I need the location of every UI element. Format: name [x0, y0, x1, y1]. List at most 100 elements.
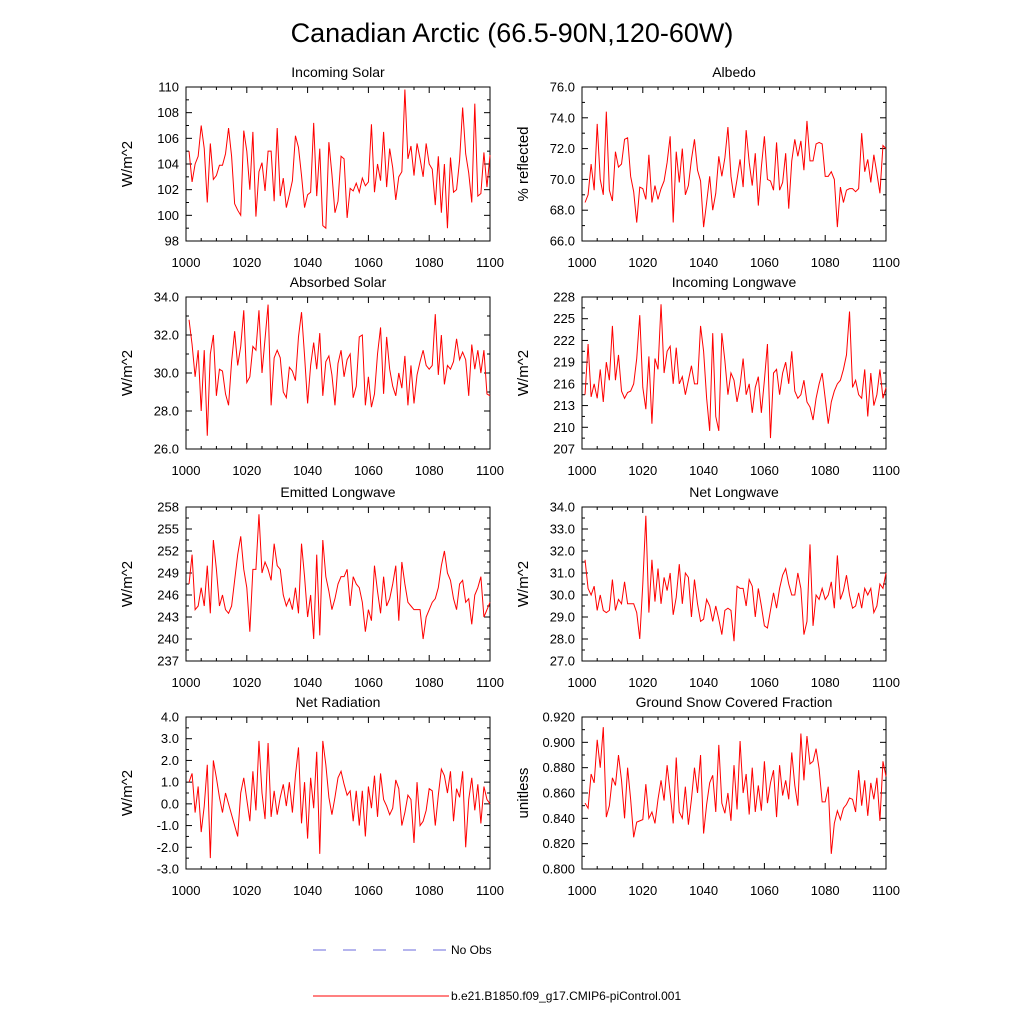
series-line-model — [188, 304, 491, 436]
x-tick-label: 1100 — [476, 463, 504, 478]
panel-title: Albedo — [712, 64, 756, 80]
x-tick-label: 1080 — [415, 255, 444, 270]
plot-frame — [581, 296, 887, 450]
x-tick-label: 1100 — [872, 675, 900, 690]
x-tick-label: 1080 — [811, 883, 840, 898]
x-tick-label: 1040 — [689, 255, 718, 270]
y-tick-label: 237 — [157, 654, 179, 669]
y-tick-label: 216 — [553, 376, 575, 391]
x-tick-label: 1100 — [476, 675, 504, 690]
y-tick-label: 3.0 — [161, 731, 179, 746]
series-line-model — [584, 304, 887, 439]
y-tick-label: 228 — [553, 290, 575, 305]
y-tick-label: 28.0 — [154, 404, 179, 419]
x-tick-label: 1040 — [293, 883, 322, 898]
x-tick-label: 1040 — [293, 463, 322, 478]
y-tick-label: 33.0 — [550, 522, 575, 537]
y-tick-label: 34.0 — [154, 290, 179, 305]
y-tick-label: 0.920 — [542, 710, 575, 725]
y-tick-label: 32.0 — [154, 328, 179, 343]
series-line-model — [584, 111, 887, 228]
x-tick-label: 1000 — [172, 883, 201, 898]
y-tick-label: 207 — [553, 442, 575, 457]
panel-title: Net Radiation — [296, 694, 381, 710]
y-tick-label: 219 — [553, 355, 575, 370]
y-tick-label: 70.0 — [550, 172, 575, 187]
y-axis-label: W/m^2 — [515, 561, 532, 607]
x-tick-label: 1020 — [232, 675, 261, 690]
x-tick-label: 1020 — [232, 255, 261, 270]
plot-frame — [581, 86, 887, 242]
y-tick-label: 31.0 — [550, 566, 575, 581]
y-tick-label: 76.0 — [550, 80, 575, 95]
y-tick-label: 0.900 — [542, 735, 575, 750]
y-axis-label: W/m^2 — [119, 770, 136, 816]
panel-title: Ground Snow Covered Fraction — [636, 694, 833, 710]
series-line-model — [584, 727, 887, 854]
x-tick-label: 1040 — [689, 883, 718, 898]
x-tick-label: 1080 — [415, 463, 444, 478]
y-tick-label: 106 — [157, 131, 179, 146]
y-tick-label: 26.0 — [154, 442, 179, 457]
y-tick-label: -3.0 — [157, 862, 179, 877]
x-tick-label: 1080 — [811, 255, 840, 270]
x-tick-label: 1060 — [750, 883, 779, 898]
y-tick-label: 240 — [157, 632, 179, 647]
series-line-model — [584, 515, 887, 642]
panel-title: Absorbed Solar — [290, 274, 387, 290]
y-tick-label: 213 — [553, 398, 575, 413]
panel-7: Net Radiation W/m^2 1000 1020 1040 1060 1080 11… — [119, 694, 504, 898]
y-tick-label: 0.820 — [542, 836, 575, 851]
panel-title: Emitted Longwave — [280, 484, 395, 500]
y-tick-label: 1.0 — [161, 775, 179, 790]
panel-1: Incoming Solar W/m^2 1000 1020 1040 1060 1080 1… — [119, 64, 504, 270]
x-tick-label: 1020 — [628, 675, 657, 690]
y-tick-label: 74.0 — [550, 110, 575, 125]
x-tick-label: 1000 — [172, 463, 201, 478]
x-tick-label: 1060 — [354, 883, 383, 898]
y-tick-label: 30.0 — [154, 366, 179, 381]
y-tick-label: 102 — [157, 182, 179, 197]
y-tick-label: 32.0 — [550, 544, 575, 559]
panel-2: Albedo % reflected 1000 1020 1040 1060 1080 110… — [515, 64, 900, 270]
y-tick-label: 0.840 — [542, 811, 575, 826]
panel-8: Ground Snow Covered Fraction unitless 1000… — [515, 694, 900, 898]
y-tick-label: 243 — [157, 610, 179, 625]
panel-title: Incoming Solar — [291, 64, 385, 80]
x-tick-label: 1080 — [811, 675, 840, 690]
x-tick-label: 1080 — [811, 463, 840, 478]
y-tick-label: -2.0 — [157, 840, 179, 855]
y-axis-label: % reflected — [515, 126, 532, 201]
legend-model-label: b.e21.B1850.f09_g17.CMIP6-piControl.001 — [451, 989, 681, 1003]
y-tick-label: 0.800 — [542, 862, 575, 877]
x-tick-label: 1080 — [415, 675, 444, 690]
y-tick-label: 249 — [157, 566, 179, 581]
x-tick-label: 1060 — [354, 675, 383, 690]
y-tick-label: 0.860 — [542, 786, 575, 801]
y-tick-label: 222 — [553, 333, 575, 348]
x-tick-label: 1000 — [568, 255, 597, 270]
panels-group: Incoming Solar W/m^2 1000 1020 1040 1060 1080 1… — [119, 64, 900, 898]
y-tick-label: 34.0 — [550, 500, 575, 515]
x-tick-label: 1100 — [476, 255, 504, 270]
series-line-model — [188, 514, 491, 640]
x-tick-label: 1060 — [354, 255, 383, 270]
y-tick-label: 68.0 — [550, 203, 575, 218]
plot-frame — [581, 716, 887, 870]
x-tick-label: 1000 — [172, 675, 201, 690]
x-tick-label: 1020 — [628, 255, 657, 270]
y-tick-label: 104 — [157, 157, 179, 172]
y-tick-label: 72.0 — [550, 141, 575, 156]
x-tick-label: 1020 — [232, 463, 261, 478]
y-tick-label: 258 — [157, 500, 179, 515]
x-tick-label: 1100 — [872, 883, 900, 898]
y-tick-label: -1.0 — [157, 818, 179, 833]
y-axis-label: W/m^2 — [119, 561, 136, 607]
x-tick-label: 1060 — [750, 255, 779, 270]
y-tick-label: 66.0 — [550, 234, 575, 249]
x-tick-label: 1000 — [172, 255, 201, 270]
x-tick-label: 1020 — [232, 883, 261, 898]
y-tick-label: 27.0 — [550, 654, 575, 669]
x-tick-label: 1100 — [872, 463, 900, 478]
series-line-model — [188, 740, 491, 859]
